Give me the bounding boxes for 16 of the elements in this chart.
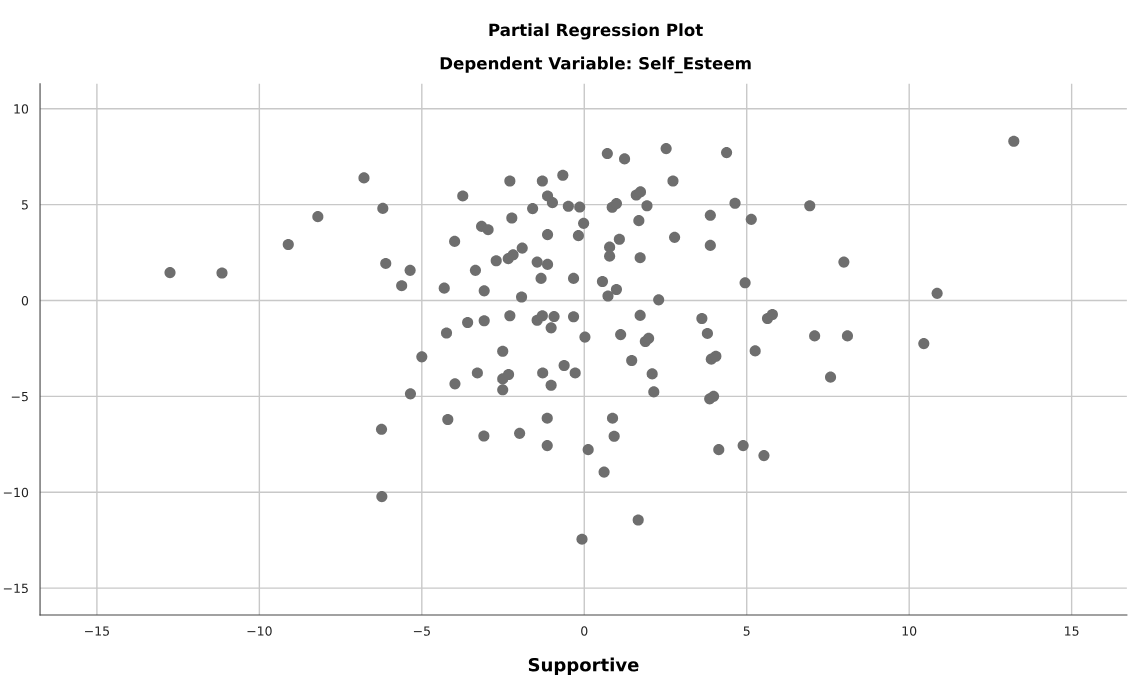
y-tick-label: 10 [14,104,29,114]
y-tick-label: 0 [21,295,29,306]
chart-title: Partial Regression Plot [489,23,703,40]
y-tick-label: −15 [3,583,28,594]
x-tick-label: 10 [902,626,917,636]
chart-subtitle: Dependent Variable: Self_Esteem [440,56,751,74]
x-tick-label: −15 [85,626,109,636]
y-tick-label: −10 [3,487,29,498]
x-tick-label: −5 [413,626,430,636]
x-tick-label: 0 [581,626,588,636]
x-tick-label: 5 [743,626,750,636]
x-tick-label: 15 [1065,626,1079,636]
x-tick-label: −10 [247,626,272,636]
x-axis-title: Supportive [528,657,639,676]
y-tick-label: −5 [11,391,28,402]
y-tick-label: 5 [21,200,28,210]
